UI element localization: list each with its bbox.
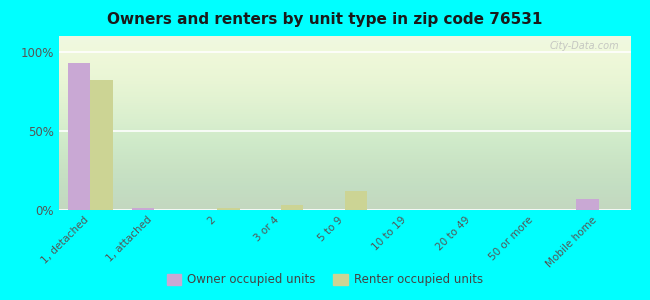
Legend: Owner occupied units, Renter occupied units: Owner occupied units, Renter occupied un… (162, 269, 488, 291)
Bar (577, 199, 599, 210)
Bar (68, 63, 90, 210)
Text: Owners and renters by unit type in zip code 76531: Owners and renters by unit type in zip c… (107, 12, 543, 27)
Bar (217, 208, 240, 210)
Bar (344, 191, 367, 210)
Text: City-Data.com: City-Data.com (549, 41, 619, 51)
Bar (131, 208, 154, 210)
Bar (90, 80, 112, 210)
Bar (281, 205, 303, 210)
